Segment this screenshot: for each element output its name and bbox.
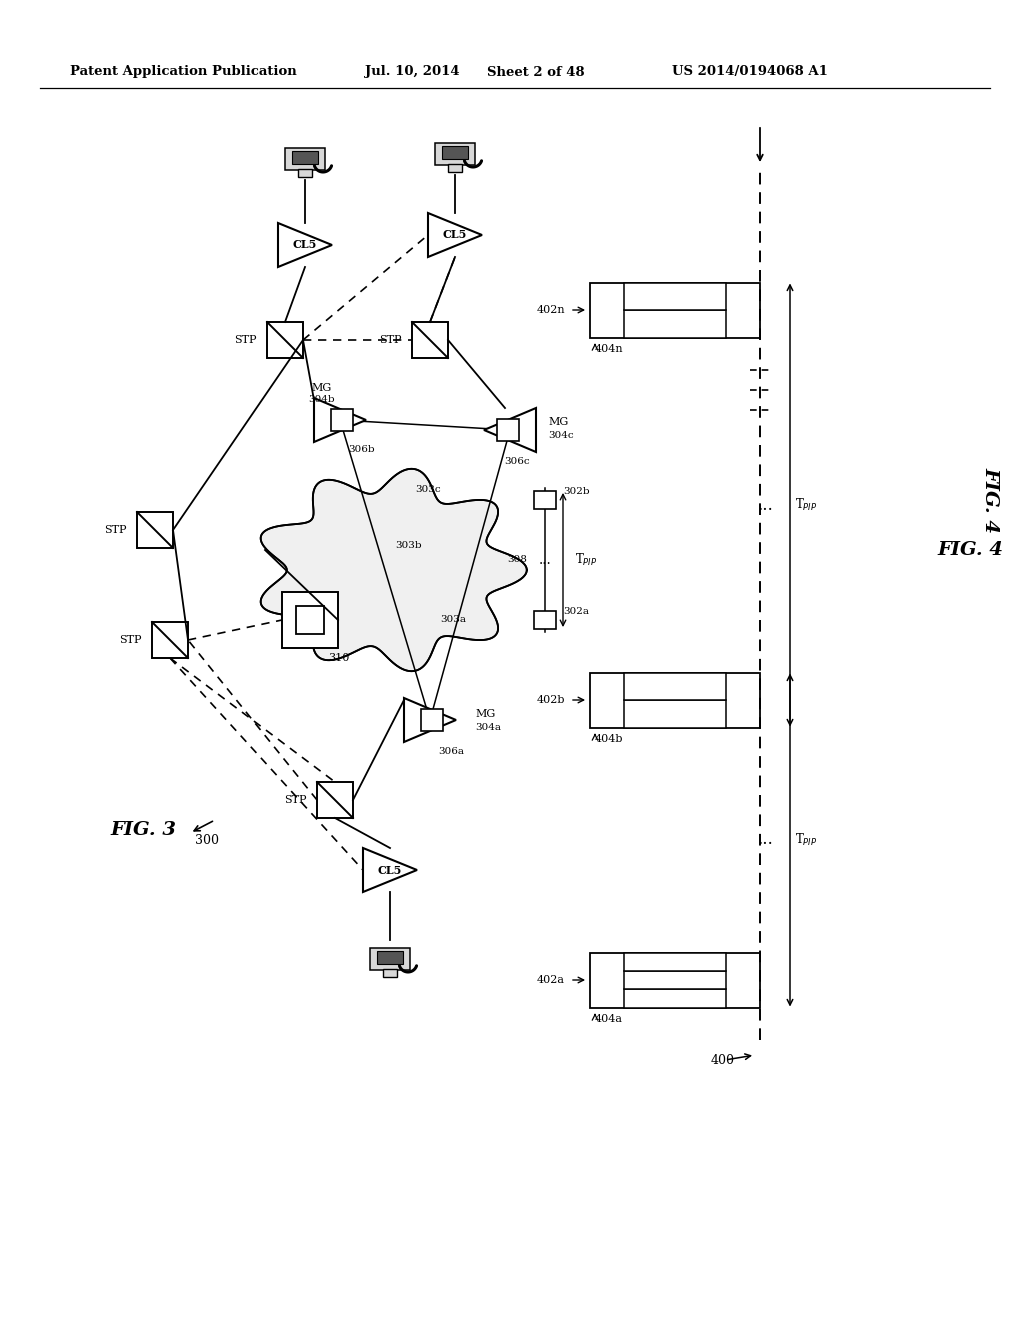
Bar bbox=[296, 606, 324, 634]
Bar bbox=[421, 709, 443, 731]
Text: ...: ... bbox=[539, 553, 551, 568]
Text: 308: 308 bbox=[507, 556, 527, 565]
Polygon shape bbox=[314, 399, 366, 442]
Bar bbox=[590, 282, 760, 338]
Bar bbox=[292, 150, 318, 164]
Polygon shape bbox=[278, 223, 332, 267]
Bar bbox=[383, 969, 397, 977]
Text: CL5: CL5 bbox=[293, 239, 317, 251]
Text: 304b: 304b bbox=[308, 396, 335, 404]
Bar bbox=[317, 781, 353, 818]
Text: MG: MG bbox=[475, 709, 496, 719]
Bar bbox=[377, 950, 403, 964]
Bar bbox=[534, 491, 556, 510]
Text: CCM: CCM bbox=[297, 611, 324, 620]
Bar bbox=[267, 322, 303, 358]
Text: MG: MG bbox=[312, 383, 332, 393]
Bar bbox=[137, 512, 173, 548]
Bar bbox=[624, 953, 726, 970]
Text: ...: ... bbox=[757, 496, 773, 513]
Text: T$_{PIP}$: T$_{PIP}$ bbox=[795, 496, 817, 513]
Text: 303b: 303b bbox=[395, 540, 422, 549]
Bar bbox=[285, 148, 325, 170]
Text: FIG. 4: FIG. 4 bbox=[937, 541, 1002, 558]
Text: T$_{PIP}$: T$_{PIP}$ bbox=[575, 552, 597, 568]
Bar bbox=[590, 953, 760, 1007]
Text: 306b: 306b bbox=[348, 446, 375, 454]
Bar bbox=[412, 322, 449, 358]
Text: US 2014/0194068 A1: US 2014/0194068 A1 bbox=[672, 66, 827, 78]
Text: 402b: 402b bbox=[537, 696, 565, 705]
Text: STP: STP bbox=[285, 795, 307, 805]
Text: CL5: CL5 bbox=[442, 230, 467, 240]
Bar bbox=[152, 622, 188, 657]
Text: Patent Application Publication: Patent Application Publication bbox=[70, 66, 297, 78]
Bar bbox=[624, 700, 726, 727]
Text: 406a: 406a bbox=[593, 994, 618, 1003]
Text: 302b: 302b bbox=[563, 487, 590, 496]
Bar bbox=[370, 948, 410, 970]
Text: 303a: 303a bbox=[440, 615, 466, 624]
Text: 402a: 402a bbox=[537, 975, 565, 985]
Bar bbox=[624, 282, 726, 310]
Text: 400: 400 bbox=[711, 1053, 735, 1067]
Text: Sheet 2 of 48: Sheet 2 of 48 bbox=[487, 66, 585, 78]
Text: CL5: CL5 bbox=[378, 865, 402, 875]
Text: 406b: 406b bbox=[592, 975, 618, 985]
Text: 404n: 404n bbox=[595, 345, 624, 355]
Text: 404a: 404a bbox=[595, 1015, 623, 1024]
Text: 304c: 304c bbox=[548, 432, 573, 441]
Bar bbox=[590, 672, 760, 727]
Text: 404b: 404b bbox=[595, 734, 624, 744]
Bar bbox=[435, 143, 475, 165]
Bar bbox=[331, 409, 353, 432]
Text: 306a: 306a bbox=[438, 747, 464, 756]
Bar bbox=[298, 169, 312, 177]
Text: 310: 310 bbox=[328, 653, 349, 663]
Bar bbox=[624, 672, 726, 700]
Bar bbox=[624, 970, 726, 989]
Bar bbox=[442, 147, 468, 158]
Text: STP: STP bbox=[380, 335, 402, 345]
Text: 402n: 402n bbox=[537, 305, 565, 315]
Bar bbox=[282, 591, 338, 648]
Text: FIG. 4: FIG. 4 bbox=[981, 467, 999, 533]
Text: Jul. 10, 2014: Jul. 10, 2014 bbox=[365, 66, 460, 78]
Polygon shape bbox=[362, 847, 417, 892]
Text: ...: ... bbox=[757, 832, 773, 849]
Text: 302a: 302a bbox=[563, 607, 589, 616]
Text: 300: 300 bbox=[195, 833, 219, 846]
Bar bbox=[624, 989, 726, 1007]
Text: 303c: 303c bbox=[415, 486, 440, 495]
Text: T$_{PIP}$: T$_{PIP}$ bbox=[795, 832, 817, 847]
Polygon shape bbox=[404, 698, 456, 742]
Text: 406c: 406c bbox=[593, 957, 618, 966]
Text: 306c: 306c bbox=[504, 458, 529, 466]
Text: MG: MG bbox=[548, 417, 568, 426]
Bar bbox=[449, 165, 462, 172]
Polygon shape bbox=[428, 213, 482, 257]
Text: STP: STP bbox=[104, 525, 127, 535]
Text: STP: STP bbox=[234, 335, 257, 345]
Polygon shape bbox=[261, 469, 526, 671]
Text: STP: STP bbox=[120, 635, 142, 645]
Bar bbox=[497, 418, 519, 441]
Bar bbox=[534, 611, 556, 630]
Bar bbox=[624, 310, 726, 338]
Text: FIG. 3: FIG. 3 bbox=[110, 821, 176, 840]
Text: 304a: 304a bbox=[475, 723, 501, 733]
Polygon shape bbox=[484, 408, 536, 451]
